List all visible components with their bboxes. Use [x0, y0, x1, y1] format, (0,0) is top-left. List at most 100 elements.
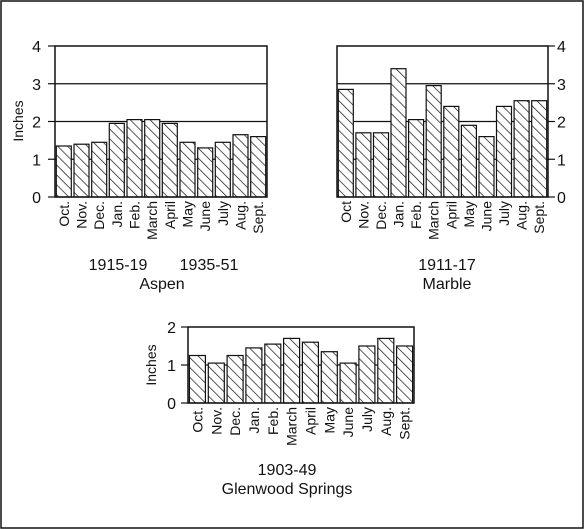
marble-xtick-label: March	[426, 201, 442, 240]
aspen-xtick-label: Nov.	[74, 201, 90, 229]
marble-ytick-label: 1	[557, 152, 566, 169]
glenwood-xtick-label: June	[340, 407, 356, 438]
aspen-bar	[197, 147, 214, 198]
glenwood-bar	[377, 337, 395, 404]
aspen-ytick-label: 2	[32, 115, 41, 132]
marble-ytick-label: 0	[557, 190, 566, 207]
marble-bar	[425, 84, 442, 198]
aspen-xtick-label: July	[215, 201, 231, 226]
glenwood-ytick-label: 0	[167, 396, 176, 413]
marble-xtick-label: Aug.	[514, 201, 530, 230]
glenwood-bar	[245, 347, 263, 404]
marble-bar	[355, 132, 372, 198]
marble-xtick-label: Jan.	[391, 201, 407, 227]
marble-bar	[337, 88, 354, 198]
aspen-bar	[179, 141, 196, 198]
glenwood-bar	[264, 343, 282, 404]
glenwood-bar	[226, 354, 244, 404]
glenwood-xtick-label: July	[359, 407, 375, 432]
glenwood-xtick-label: Nov.	[208, 407, 224, 435]
marble-bar	[478, 136, 495, 198]
aspen-period-1: 1915-19	[89, 257, 148, 274]
aspen-ylabel: Inches	[10, 100, 26, 141]
chart-aspen: Inches 0 1 2 3 4 Oct. Nov. Dec. Jan. Feb. March Apr…	[10, 39, 268, 293]
marble-xtick-label: Dec.	[373, 201, 389, 230]
marble-plot: 0 1 2 3 4 Oct Nov. Dec. Jan. Feb. March April May Jun…	[336, 39, 566, 240]
aspen-ytick-label: 1	[32, 152, 41, 169]
marble-xtick-label: Oct	[338, 201, 354, 223]
aspen-xtick-label: Jan.	[109, 201, 125, 227]
marble-xtick-label: April	[443, 201, 459, 229]
glenwood-xtick-label: Oct.	[189, 407, 205, 433]
glenwood-xtick-label: April	[302, 407, 318, 435]
glenwood-ylabel: Inches	[143, 344, 159, 385]
glenwood-xtick-label: Dec.	[227, 407, 243, 436]
glenwood-xtick-label: Feb.	[265, 407, 281, 435]
marble-bar	[495, 105, 513, 198]
aspen-bar	[55, 145, 72, 198]
aspen-xtick-label: March	[144, 201, 160, 240]
marble-xtick-label: Feb.	[408, 201, 424, 229]
marble-bar	[460, 124, 477, 198]
aspen-bar	[232, 134, 249, 198]
glenwood-period: 1903-49	[258, 462, 317, 479]
glenwood-bar	[396, 345, 414, 404]
glenwood-bar	[358, 345, 376, 404]
glenwood-xtick-label: May	[321, 407, 337, 433]
marble-xtick-label: Nov.	[355, 201, 371, 229]
aspen-xtick-label: June	[197, 201, 213, 232]
aspen-xtick-label: April	[162, 201, 178, 229]
glenwood-xtick-label: March	[284, 407, 300, 446]
aspen-station: Aspen	[139, 276, 184, 293]
aspen-xtick-label: Oct.	[56, 201, 72, 227]
aspen-bar	[250, 136, 267, 198]
marble-station: Marble	[423, 276, 472, 293]
glenwood-ytick-label: 2	[167, 320, 176, 337]
aspen-xtick-label: Feb.	[127, 201, 143, 229]
glenwood-bar	[283, 337, 301, 404]
aspen-period-2: 1935-51	[180, 257, 239, 274]
marble-ytick-label: 3	[557, 77, 566, 94]
marble-period: 1911-17	[418, 257, 476, 274]
aspen-xtick-label: Dec.	[91, 201, 107, 230]
aspen-bar	[214, 141, 231, 198]
aspen-bar	[73, 143, 90, 198]
marble-xtick-label: May	[461, 201, 477, 227]
marble-ytick-label: 2	[557, 115, 566, 132]
glenwood-xtick-label: Jan.	[246, 407, 262, 433]
aspen-ytick-label: 0	[32, 190, 41, 207]
aspen-bar	[161, 122, 178, 198]
aspen-bar	[144, 118, 161, 198]
marble-bar	[513, 100, 530, 198]
chart-marble: 0 1 2 3 4 Oct Nov. Dec. Jan. Feb. March April May Jun…	[336, 39, 566, 293]
marble-xtick-label: Sept.	[531, 201, 547, 234]
aspen-bar	[126, 118, 143, 198]
aspen-xtick-label: May	[180, 201, 196, 227]
glenwood-bar	[320, 351, 338, 404]
glenwood-station: Glenwood Springs	[222, 481, 353, 498]
glenwood-plot: 0 1 2 Oct. Nov. Dec. Jan. Feb. March April May June…	[167, 320, 415, 446]
marble-bar	[372, 132, 390, 198]
aspen-ytick-label: 4	[32, 39, 41, 56]
marble-xtick-label: June	[479, 201, 495, 232]
glenwood-bar	[207, 362, 225, 404]
aspen-xtick-label: Sept.	[250, 201, 266, 234]
aspen-ytick-label: 3	[32, 77, 41, 94]
glenwood-bar	[301, 341, 319, 404]
marble-bar	[531, 100, 548, 198]
glenwood-xtick-label: Aug.	[378, 407, 394, 436]
glenwood-xtick-label: Sept.	[397, 407, 413, 440]
marble-xtick-label: July	[496, 201, 512, 226]
marble-bar	[443, 105, 460, 198]
glenwood-bar	[188, 354, 206, 404]
glenwood-ytick-label: 1	[167, 358, 176, 375]
aspen-bar	[108, 122, 125, 198]
glenwood-bar	[339, 362, 357, 404]
marble-bar	[390, 68, 407, 198]
chart-glenwood: Inches 0 1 2 Oct. Nov. Dec. Jan. Feb. March April…	[143, 320, 415, 498]
marble-bar	[408, 118, 425, 198]
aspen-bar	[91, 141, 108, 198]
